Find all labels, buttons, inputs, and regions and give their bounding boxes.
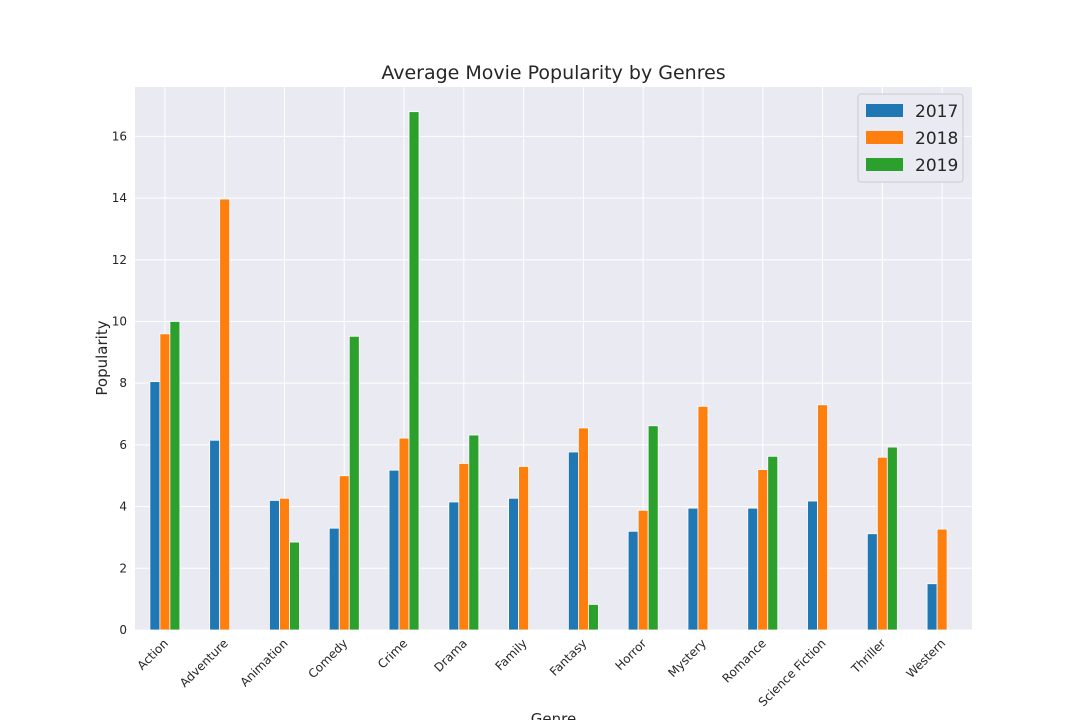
- plot-area: [135, 87, 972, 630]
- legend-label-2019: 2019: [915, 156, 958, 176]
- bar-2018-adventure: [219, 198, 231, 631]
- x-axis-label: Genre: [531, 710, 576, 720]
- legend-swatch-2017: [866, 104, 903, 117]
- x-tick-label: Western: [904, 636, 949, 681]
- bar-2019-action: [169, 321, 181, 631]
- x-tick-labels: Action Adventure Animation Comedy Crime Drama…: [135, 636, 949, 709]
- bar-2018-animation: [279, 497, 290, 631]
- bar-2019-animation: [289, 541, 300, 631]
- x-tick-label: Crime: [375, 636, 410, 671]
- bar-2019-romance: [767, 455, 779, 631]
- bar-2017-thriller: [866, 533, 878, 631]
- bar-2017-science-fiction: [807, 500, 818, 631]
- bar-2019-horror: [647, 425, 659, 631]
- bar-2018-science-fiction: [817, 404, 828, 631]
- bar-2017-family: [508, 497, 520, 631]
- chart-title: Average Movie Popularity by Genres: [381, 62, 725, 84]
- y-tick-label: 6: [119, 438, 127, 452]
- bar-2018-romance: [757, 469, 769, 631]
- y-tick-labels: 0 2 4 6 8 10 12 14 16: [112, 129, 127, 637]
- y-axis-label: Popularity: [93, 320, 111, 395]
- bar-2017-adventure: [209, 439, 221, 631]
- bar-2018-family: [518, 466, 530, 631]
- y-tick-label: 0: [119, 623, 127, 637]
- bar-2017-crime: [388, 469, 400, 631]
- y-tick-label: 16: [112, 129, 127, 143]
- bar-2018-fantasy: [577, 427, 589, 631]
- x-tick-label: Family: [493, 636, 530, 673]
- legend-label-2018: 2018: [915, 129, 958, 149]
- y-tick-label: 2: [119, 561, 127, 575]
- bar-2019-comedy: [348, 335, 360, 631]
- bar-2017-horror: [627, 530, 639, 631]
- bar-2017-fantasy: [567, 451, 579, 631]
- x-tick-label: Comedy: [305, 636, 350, 681]
- x-tick-label: Adventure: [177, 636, 231, 690]
- bar-2018-thriller: [876, 456, 888, 631]
- bar-2018-mystery: [697, 405, 709, 631]
- y-tick-label: 14: [112, 191, 127, 205]
- y-tick-label: 8: [119, 376, 127, 390]
- y-tick-label: 4: [119, 500, 127, 514]
- bars-layer: [149, 111, 948, 631]
- x-tick-label: Drama: [431, 636, 470, 675]
- x-tick-label: Horror: [612, 636, 649, 673]
- y-tick-label: 10: [112, 314, 127, 328]
- x-tick-label: Thriller: [848, 636, 888, 676]
- bar-2017-drama: [448, 501, 460, 631]
- bar-2017-action: [149, 381, 161, 631]
- bar-2017-romance: [747, 507, 759, 631]
- legend-swatch-2018: [866, 131, 903, 144]
- legend-label-2017: 2017: [915, 102, 958, 122]
- bar-2018-crime: [398, 437, 410, 631]
- bar-2017-comedy: [328, 527, 340, 631]
- y-tick-label: 12: [112, 253, 127, 267]
- bar-2018-drama: [458, 462, 470, 631]
- bar-2018-comedy: [338, 475, 350, 631]
- x-tick-label: Action: [135, 636, 171, 672]
- x-tick-label: Romance: [720, 636, 769, 685]
- bar-2018-western: [936, 528, 948, 631]
- legend-items: 2017 2018 2019: [866, 102, 958, 176]
- legend-swatch-2019: [866, 158, 903, 171]
- bar-2019-crime: [408, 111, 420, 631]
- bar-2017-western: [926, 583, 938, 631]
- bar-2017-animation: [269, 500, 280, 631]
- bar-2018-horror: [637, 509, 649, 631]
- legend: 2017 2018 2019: [857, 93, 964, 183]
- bar-2019-thriller: [886, 446, 898, 631]
- bar-2019-drama: [468, 434, 480, 631]
- bar-2017-mystery: [687, 507, 699, 631]
- bar-2019-fantasy: [587, 603, 599, 631]
- x-tick-label: Fantasy: [547, 636, 590, 679]
- x-tick-label: Animation: [237, 636, 290, 689]
- bar-2018-action: [159, 333, 171, 631]
- x-tick-label: Mystery: [665, 636, 709, 680]
